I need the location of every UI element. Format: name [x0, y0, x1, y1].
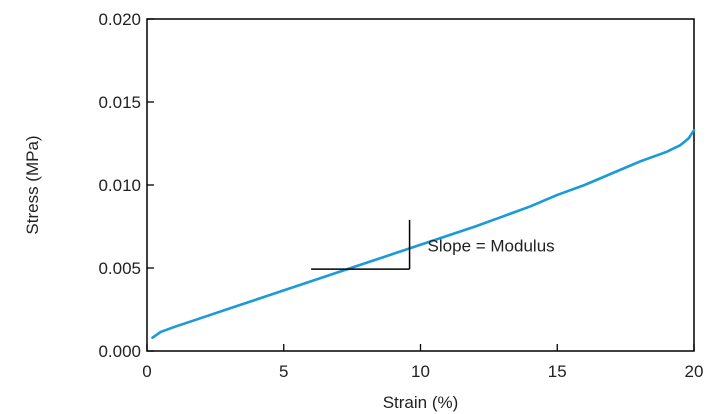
slope-annotation-label: Slope = Modulus [428, 237, 555, 256]
x-tick-label: 20 [685, 362, 704, 381]
y-tick-label: 0.020 [98, 10, 141, 29]
plot-frame [146, 18, 695, 352]
stress-strain-line [151, 128, 696, 340]
x-tick-label: 0 [142, 362, 151, 381]
x-tick-label: 5 [279, 362, 288, 381]
x-tick-label: 10 [411, 362, 430, 381]
y-tick-label: 0.015 [98, 93, 141, 112]
y-tick-label: 0.010 [98, 176, 141, 195]
y-tick-label: 0.005 [98, 259, 141, 278]
x-tick-label: 15 [548, 362, 567, 381]
x-axis-title: Strain (%) [383, 393, 459, 412]
y-axis-title: Stress (MPa) [23, 135, 42, 234]
y-tick-label: 0.000 [98, 342, 141, 361]
